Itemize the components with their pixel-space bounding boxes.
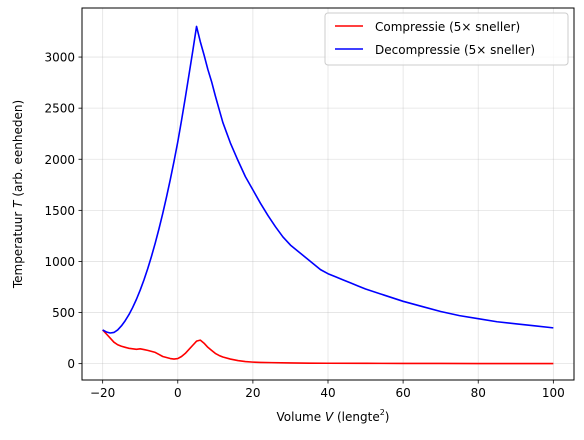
x-tick-label: 0 [174, 386, 182, 400]
x-axis-ticks: −20 0 20 40 60 80 100 [90, 380, 565, 400]
y-tick-label: 500 [52, 306, 75, 320]
x-tick-label: −20 [90, 386, 115, 400]
y-tick-label: 0 [67, 357, 75, 371]
series-line-compressie [102, 329, 554, 365]
series-line-decompressie [102, 25, 554, 334]
y-tick-label: 2000 [44, 153, 75, 167]
x-tick-label: 60 [395, 386, 410, 400]
legend-label-decompressie: Decompressie (5× sneller) [375, 43, 535, 57]
y-tick-label: 3000 [44, 51, 75, 65]
plot-lines [102, 25, 554, 365]
x-tick-label: 100 [542, 386, 565, 400]
x-axis-label: Volume V (lengte2) [277, 408, 390, 424]
y-tick-label: 2500 [44, 102, 75, 116]
legend-box [324, 12, 569, 66]
y-axis-label: Temperatuur T (arb. eenheden) [11, 100, 25, 289]
x-tick-label: 80 [471, 386, 486, 400]
legend-label-compressie: Compressie (5× sneller) [375, 20, 520, 34]
x-tick-label: 20 [245, 386, 260, 400]
legend: Compressie (5× sneller) Decompressie (5×… [324, 12, 569, 66]
y-tick-label: 1000 [44, 255, 75, 269]
y-tick-label: 1500 [44, 204, 75, 218]
y-axis-ticks: 0 500 1000 1500 2000 2500 3000 [44, 51, 82, 371]
x-tick-label: 40 [320, 386, 335, 400]
